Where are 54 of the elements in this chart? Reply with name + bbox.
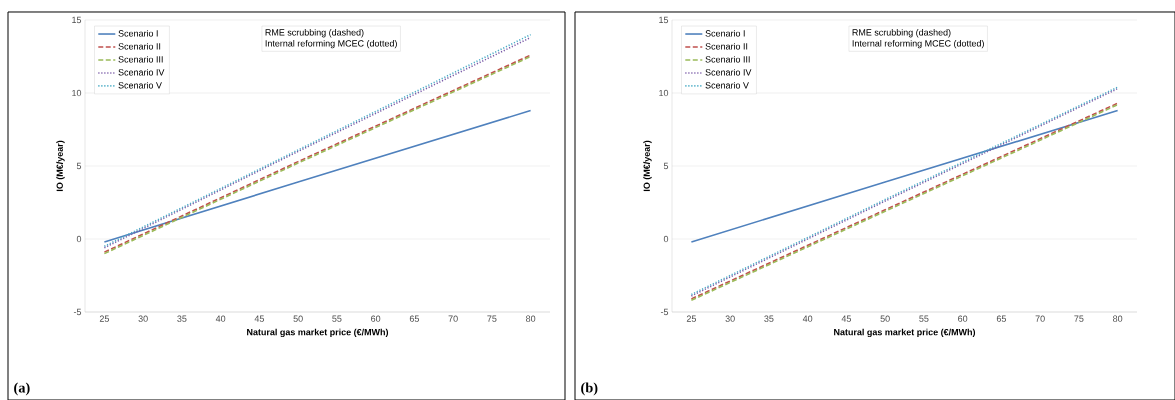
x-tick-label: 65	[409, 315, 419, 322]
legend-label: Scenario I	[118, 30, 158, 37]
legend-label: Scenario V	[118, 81, 162, 89]
y-tick-label: 15	[659, 16, 669, 24]
x-tick-label: 65	[996, 315, 1006, 322]
x-tick-label: 75	[1074, 315, 1084, 322]
x-tick-label: 35	[764, 315, 774, 322]
y-axis-title: IO (M€/year)	[56, 140, 65, 192]
legend-label: Scenario IV	[118, 68, 165, 76]
y-axis-title: IO (M€/year)	[643, 140, 652, 192]
x-tick-label: 75	[487, 315, 497, 322]
text: (b)	[581, 382, 598, 396]
y-tick-label: 15	[72, 16, 82, 24]
x-tick-label: 30	[725, 315, 735, 322]
x-tick-label: 70	[1035, 315, 1045, 322]
legend-label: Scenario I	[705, 30, 745, 37]
y-tick-label: 0	[663, 235, 669, 243]
x-tick-label: 25	[686, 315, 696, 322]
x-tick-label: 55	[332, 315, 342, 322]
x-tick-label: 45	[254, 315, 264, 322]
annotation: RME scrubbing (dashed)	[265, 29, 364, 38]
x-axis-title: Natural gas market price (€/MWh)	[834, 328, 976, 338]
x-tick-label: 35	[177, 315, 187, 322]
y-tick-label: 5	[663, 162, 669, 170]
x-tick-label: 25	[99, 315, 109, 322]
x-tick-label: 40	[215, 315, 226, 322]
annotation: Internal reforming MCEC (dotted)	[852, 39, 984, 49]
y-tick-label: 5	[76, 162, 82, 170]
legend-label: Scenario II	[118, 42, 161, 50]
y-tick-label: 0	[76, 235, 82, 243]
x-tick-label: 60	[371, 315, 381, 322]
y-tick-label: -5	[73, 308, 82, 316]
legend-label: Scenario IV	[705, 68, 752, 76]
x-tick-label: 80	[526, 315, 536, 322]
legend-label: Scenario III	[118, 55, 163, 63]
x-tick-label: 30	[138, 315, 148, 322]
y-tick-label: -5	[660, 308, 669, 316]
legend-label: Scenario II	[705, 42, 748, 50]
x-tick-label: 55	[919, 315, 929, 322]
x-tick-label: 40	[802, 315, 813, 322]
annotation: Internal reforming MCEC (dotted)	[265, 39, 397, 49]
legend-label: Scenario III	[705, 55, 750, 63]
x-tick-label: 80	[1113, 315, 1123, 322]
text: (a)	[14, 382, 30, 396]
x-tick-label: 45	[841, 315, 851, 322]
legend-label: Scenario V	[705, 81, 749, 89]
y-tick-label: 10	[72, 89, 82, 97]
x-tick-label: 60	[958, 315, 968, 322]
x-tick-label: 70	[448, 315, 458, 322]
x-axis-title: Natural gas market price (€/MWh)	[247, 328, 389, 338]
annotation: RME scrubbing (dashed)	[852, 29, 951, 38]
x-tick-label: 50	[293, 315, 303, 322]
x-tick-label: 50	[880, 315, 890, 322]
y-tick-label: 10	[659, 89, 669, 97]
